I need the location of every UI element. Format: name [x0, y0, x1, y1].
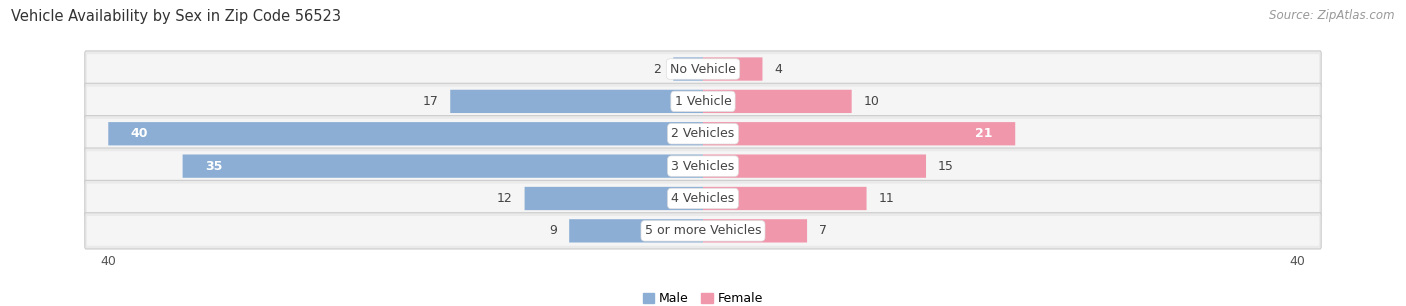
- FancyBboxPatch shape: [87, 184, 1319, 213]
- FancyBboxPatch shape: [84, 213, 1322, 249]
- Text: 12: 12: [496, 192, 513, 205]
- Text: 40: 40: [131, 127, 148, 140]
- FancyBboxPatch shape: [569, 219, 703, 242]
- Text: 2: 2: [654, 62, 661, 76]
- FancyBboxPatch shape: [703, 58, 762, 81]
- FancyBboxPatch shape: [450, 90, 703, 113]
- Text: 9: 9: [550, 224, 557, 237]
- Text: 10: 10: [863, 95, 879, 108]
- FancyBboxPatch shape: [703, 219, 807, 242]
- FancyBboxPatch shape: [703, 90, 852, 113]
- Text: 21: 21: [976, 127, 993, 140]
- Text: 35: 35: [205, 160, 222, 173]
- Text: 17: 17: [422, 95, 439, 108]
- Text: 4 Vehicles: 4 Vehicles: [672, 192, 734, 205]
- FancyBboxPatch shape: [87, 151, 1319, 181]
- FancyBboxPatch shape: [84, 148, 1322, 184]
- Text: 5 or more Vehicles: 5 or more Vehicles: [645, 224, 761, 237]
- Text: Vehicle Availability by Sex in Zip Code 56523: Vehicle Availability by Sex in Zip Code …: [11, 9, 342, 24]
- FancyBboxPatch shape: [703, 155, 927, 178]
- FancyBboxPatch shape: [108, 122, 703, 145]
- FancyBboxPatch shape: [183, 155, 703, 178]
- Text: 7: 7: [818, 224, 827, 237]
- Text: 11: 11: [879, 192, 894, 205]
- Text: 3 Vehicles: 3 Vehicles: [672, 160, 734, 173]
- Text: 15: 15: [938, 160, 953, 173]
- FancyBboxPatch shape: [87, 216, 1319, 246]
- FancyBboxPatch shape: [84, 83, 1322, 120]
- FancyBboxPatch shape: [87, 87, 1319, 116]
- FancyBboxPatch shape: [84, 180, 1322, 217]
- FancyBboxPatch shape: [703, 122, 1015, 145]
- Text: 4: 4: [775, 62, 782, 76]
- Text: 2 Vehicles: 2 Vehicles: [672, 127, 734, 140]
- Text: 1 Vehicle: 1 Vehicle: [675, 95, 731, 108]
- FancyBboxPatch shape: [87, 119, 1319, 149]
- Text: Source: ZipAtlas.com: Source: ZipAtlas.com: [1270, 9, 1395, 22]
- FancyBboxPatch shape: [673, 58, 703, 81]
- Legend: Male, Female: Male, Female: [643, 292, 763, 305]
- FancyBboxPatch shape: [87, 54, 1319, 84]
- Text: No Vehicle: No Vehicle: [671, 62, 735, 76]
- FancyBboxPatch shape: [84, 51, 1322, 87]
- FancyBboxPatch shape: [524, 187, 703, 210]
- FancyBboxPatch shape: [84, 116, 1322, 152]
- FancyBboxPatch shape: [703, 187, 866, 210]
